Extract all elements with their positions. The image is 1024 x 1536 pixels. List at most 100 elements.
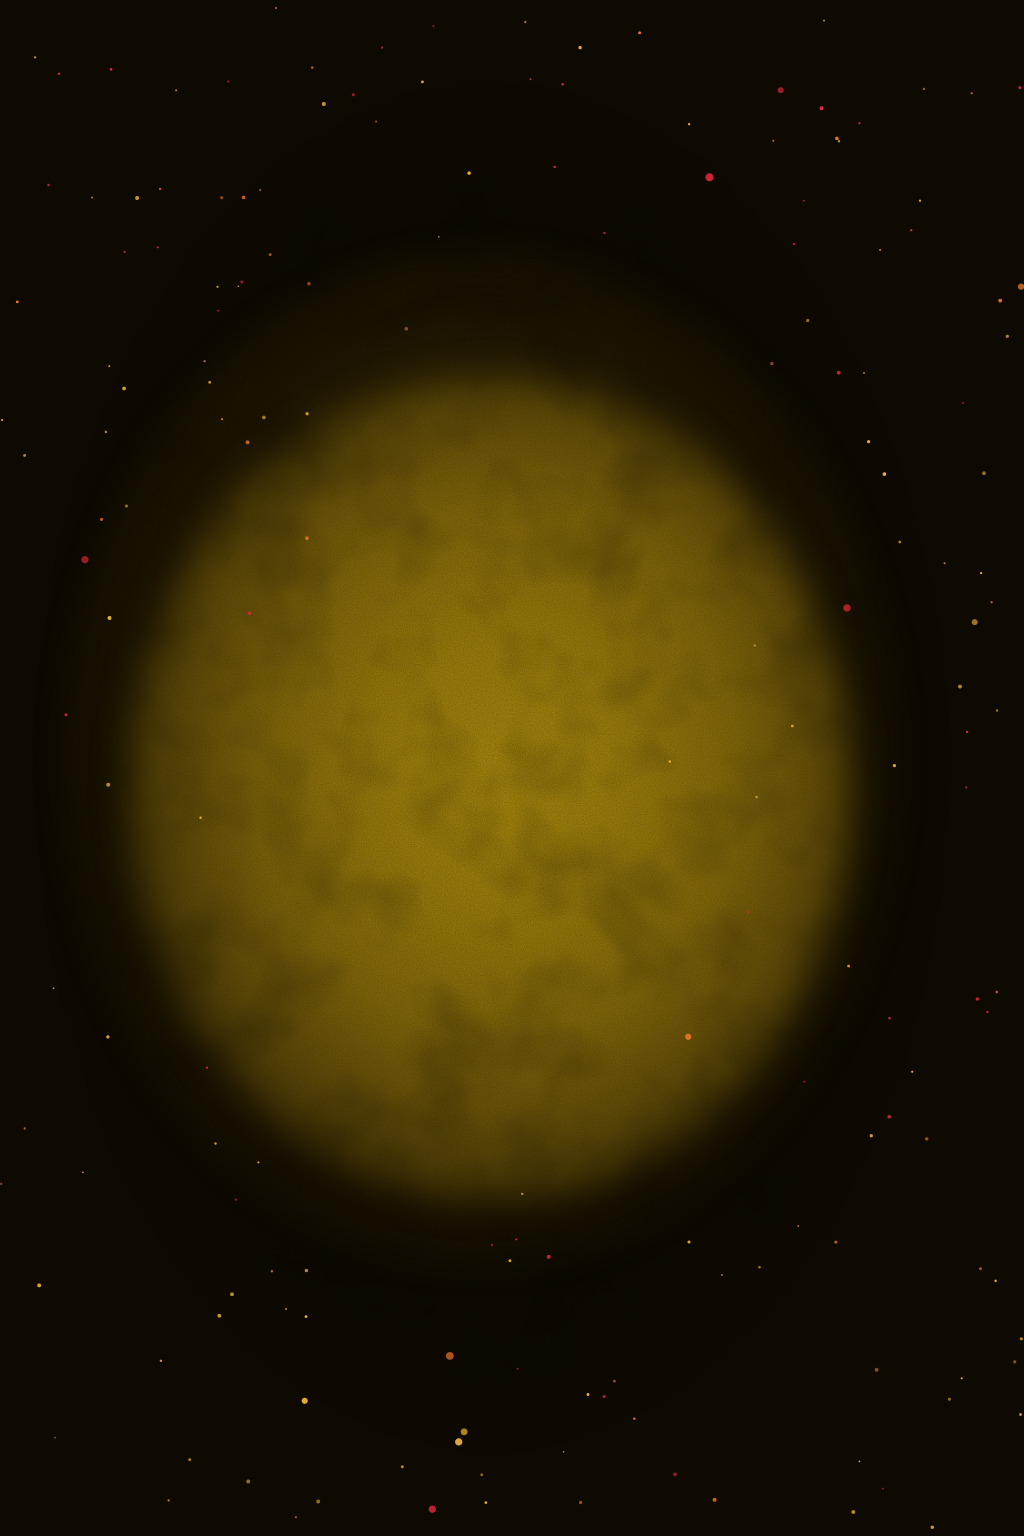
- star-speck: [480, 1473, 484, 1477]
- star-speck: [123, 250, 126, 254]
- star-speck: [0, 1182, 3, 1185]
- star-speck: [687, 123, 691, 126]
- star-speck: [490, 1244, 493, 1246]
- star-speck: [437, 236, 440, 238]
- star-speck: [217, 1313, 222, 1318]
- star-speck: [747, 911, 750, 914]
- star-speck: [758, 1265, 761, 1269]
- star-speck: [82, 1171, 84, 1174]
- star-speck: [270, 1270, 274, 1273]
- star-speck: [37, 1283, 42, 1288]
- star-speck: [257, 1161, 260, 1164]
- star-speck: [100, 517, 104, 521]
- star-speck: [432, 25, 435, 28]
- star-speck: [819, 106, 824, 111]
- star-speck: [1018, 86, 1022, 90]
- star-speck: [863, 372, 865, 375]
- star-speck: [515, 1238, 518, 1241]
- star-speck: [268, 253, 272, 257]
- star-speck: [685, 1033, 692, 1040]
- star-speck: [285, 1307, 287, 1310]
- star-speck: [1005, 334, 1009, 338]
- star-speck: [995, 709, 999, 712]
- star-speck: [15, 300, 19, 304]
- star-speck: [208, 380, 212, 384]
- star-speck: [793, 243, 795, 245]
- star-speck: [874, 1367, 879, 1372]
- star-speck: [881, 1487, 884, 1490]
- star-speck: [918, 199, 922, 202]
- star-speck: [546, 1254, 551, 1259]
- star-speck: [316, 1499, 321, 1504]
- star-speck: [770, 361, 774, 366]
- star-speck: [214, 1142, 217, 1145]
- star-speck: [911, 1070, 914, 1073]
- star-speck: [237, 285, 240, 288]
- star-speck: [603, 231, 606, 235]
- star-speck: [561, 82, 564, 86]
- star-speck: [104, 430, 108, 434]
- star-speck: [602, 1395, 606, 1398]
- star-speck: [772, 139, 775, 142]
- star-speck: [216, 285, 219, 288]
- star-speck: [843, 604, 851, 612]
- star-speck: [847, 964, 851, 968]
- star-speck: [633, 1417, 636, 1420]
- star-speck: [259, 189, 262, 191]
- star-speck: [867, 440, 871, 444]
- star-speck: [1013, 1360, 1017, 1364]
- star-speck: [520, 1192, 524, 1196]
- star-speck: [321, 102, 326, 106]
- star-speck: [837, 140, 841, 143]
- star-speck: [958, 684, 962, 689]
- star-speck: [960, 1377, 963, 1380]
- star-speck: [887, 1115, 891, 1119]
- star-speck: [851, 1510, 856, 1514]
- star-speck: [188, 1458, 192, 1462]
- star-speck: [159, 1359, 163, 1363]
- star-speck: [304, 1268, 309, 1273]
- star-speck: [802, 199, 805, 202]
- star-speck: [797, 1224, 800, 1228]
- star-speck: [755, 795, 758, 799]
- star-speck: [529, 78, 532, 81]
- star-speck: [124, 504, 128, 508]
- star-speck: [524, 20, 527, 24]
- star-speck: [673, 1472, 677, 1477]
- star-speck: [998, 298, 1003, 303]
- star-speck: [217, 309, 220, 312]
- star-speck: [803, 1080, 806, 1083]
- star-speck: [869, 1134, 873, 1138]
- star-speck: [33, 56, 37, 59]
- star-speck: [81, 556, 89, 564]
- star-speck: [712, 1497, 717, 1502]
- star-speck: [836, 370, 841, 375]
- star-speck: [909, 228, 913, 232]
- star-speck: [553, 165, 556, 169]
- star-speck: [305, 412, 309, 416]
- star-speck: [421, 80, 424, 84]
- star-speck: [203, 360, 206, 363]
- star-speck: [158, 187, 162, 191]
- star-speck: [947, 1397, 951, 1401]
- star-speck: [241, 195, 246, 200]
- star-speck: [562, 1450, 565, 1453]
- star-speck: [380, 46, 384, 49]
- star-speck: [91, 196, 94, 199]
- star-speck: [375, 120, 378, 123]
- star-speck: [205, 1066, 209, 1069]
- star-speck: [175, 89, 178, 92]
- star-speck: [858, 122, 861, 125]
- star-speck: [986, 1010, 989, 1014]
- star-speck: [220, 418, 224, 421]
- star-speck: [305, 536, 309, 541]
- star-speck: [310, 66, 314, 69]
- star-speck: [721, 1274, 723, 1276]
- star-speck: [777, 87, 784, 94]
- star-speck: [925, 1137, 929, 1141]
- star-speck: [578, 1500, 583, 1505]
- star-speck: [753, 644, 756, 647]
- star-speck: [52, 987, 55, 990]
- star-speck: [304, 1315, 308, 1318]
